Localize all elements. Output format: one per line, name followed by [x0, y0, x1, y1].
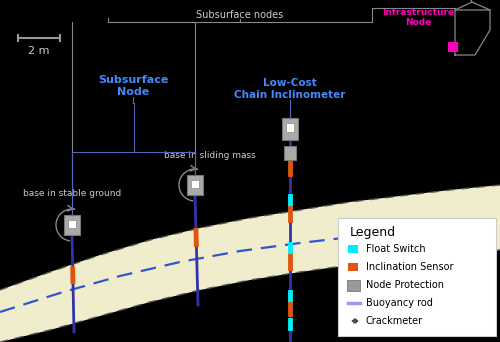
Bar	[191, 180, 199, 188]
Bar	[284, 146, 296, 160]
Text: Inclination Sensor: Inclination Sensor	[366, 262, 454, 272]
Bar	[64, 215, 80, 235]
Bar	[347, 280, 360, 291]
Bar	[68, 220, 76, 228]
Text: Crackmeter: Crackmeter	[366, 316, 423, 326]
Bar	[348, 245, 358, 253]
Text: Subsurface nodes: Subsurface nodes	[196, 10, 284, 20]
Text: Infrastructure
Node: Infrastructure Node	[382, 8, 454, 27]
Text: Legend: Legend	[350, 226, 396, 239]
Text: Low-Cost
Chain Inclinometer: Low-Cost Chain Inclinometer	[234, 78, 346, 100]
Bar	[286, 123, 294, 132]
Text: Node Protection: Node Protection	[366, 280, 444, 290]
Text: base in sliding mass: base in sliding mass	[164, 151, 256, 160]
Text: 2 m: 2 m	[28, 46, 50, 56]
Text: Subsurface
Node: Subsurface Node	[98, 75, 168, 96]
Bar	[338, 218, 496, 336]
Bar	[282, 118, 298, 140]
Text: Buoyancy rod: Buoyancy rod	[366, 298, 433, 308]
Text: base in stable ground: base in stable ground	[23, 189, 121, 198]
Bar	[348, 263, 358, 271]
Polygon shape	[0, 185, 500, 342]
Bar	[448, 42, 458, 52]
Text: Float Switch: Float Switch	[366, 244, 426, 254]
Bar	[187, 175, 203, 195]
